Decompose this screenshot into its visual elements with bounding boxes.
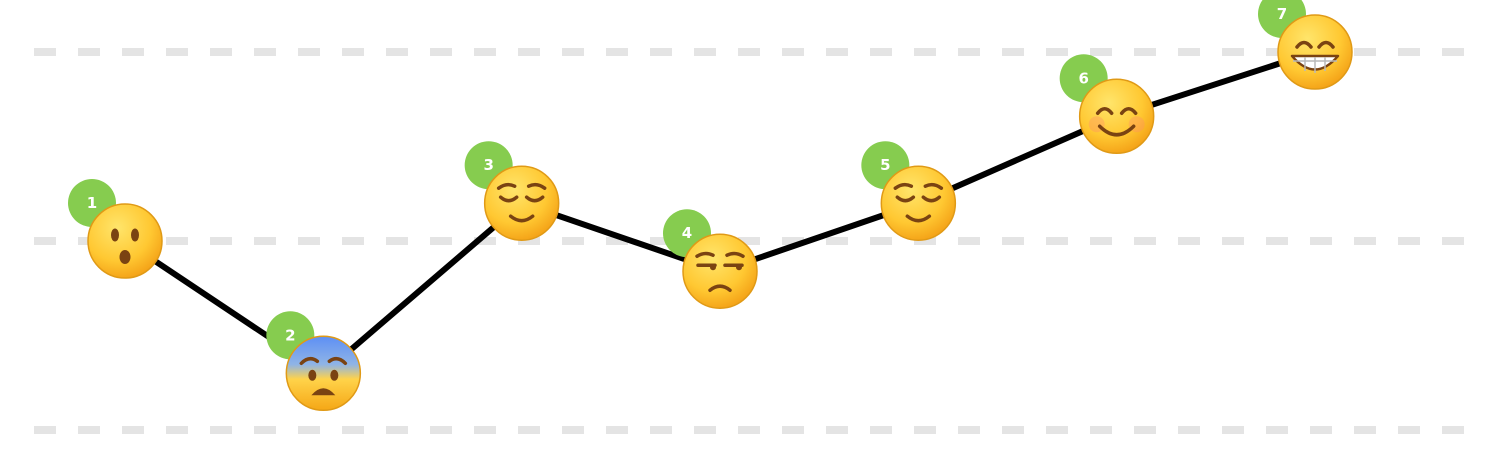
emoji-face-circle	[483, 165, 560, 241]
emoji-face-circle	[1078, 78, 1155, 155]
data-point-7: 7	[1258, 0, 1353, 90]
fearful-face-icon	[285, 335, 362, 412]
emoji-face-circle	[1277, 14, 1353, 90]
hushed-face-icon	[87, 203, 163, 279]
gridlines	[34, 48, 1472, 434]
grinning-face-icon	[1277, 14, 1353, 90]
data-points: 1 2 3 4 5 6 7	[68, 0, 1353, 412]
data-point-5: 5	[861, 141, 957, 241]
data-point-1: 1	[68, 179, 163, 279]
data-point-2: 2	[266, 311, 362, 412]
point-label: 5	[880, 156, 890, 174]
point-label: 6	[1078, 69, 1088, 87]
data-point-4: 4	[663, 209, 758, 309]
relieved-face-icon	[880, 165, 957, 241]
emoji-face-circle	[880, 165, 957, 241]
point-label: 7	[1277, 5, 1287, 23]
emoji-face-circle	[87, 203, 163, 279]
point-label: 4	[682, 224, 692, 242]
point-label: 2	[285, 326, 295, 344]
data-point-6: 6	[1059, 54, 1155, 155]
smiling-face-icon	[1078, 78, 1155, 155]
emoji-face-circle	[682, 233, 758, 309]
point-label: 3	[483, 156, 493, 174]
data-point-3: 3	[464, 141, 560, 241]
relieved-face-icon	[483, 165, 560, 241]
point-label: 1	[87, 194, 97, 212]
emoji-face-circle	[285, 335, 362, 412]
unamused-face-icon	[682, 233, 758, 309]
